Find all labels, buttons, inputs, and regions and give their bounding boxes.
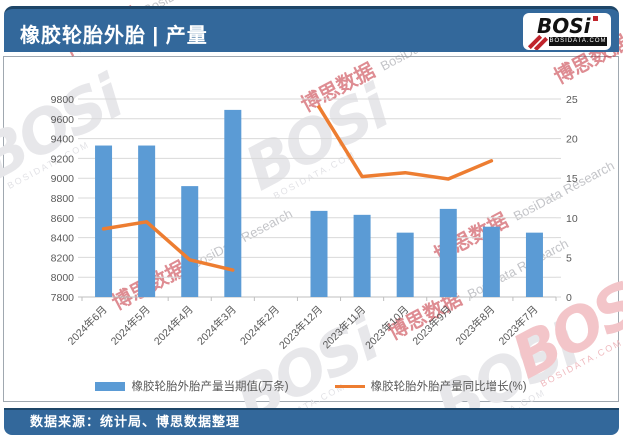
bosi-logo-text: BOSi bbox=[537, 14, 591, 38]
svg-text:0: 0 bbox=[566, 292, 572, 304]
svg-text:9400: 9400 bbox=[51, 134, 75, 146]
bosi-logo-domain: BOSIDATA.COM bbox=[549, 37, 607, 46]
svg-text:8800: 8800 bbox=[51, 193, 75, 205]
svg-text:7800: 7800 bbox=[51, 292, 75, 304]
bar bbox=[525, 232, 543, 297]
bar bbox=[439, 208, 457, 297]
svg-text:2023年8月: 2023年8月 bbox=[453, 303, 498, 348]
svg-text:2024年2月: 2024年2月 bbox=[237, 303, 282, 348]
bar bbox=[396, 232, 414, 297]
bar-series-swatch-icon bbox=[95, 381, 126, 391]
bar-series-label: 橡胶轮胎外胎产量当期值(万条) bbox=[131, 381, 289, 393]
right-axis-labels: 0 5 10 15 20 25 bbox=[556, 94, 578, 304]
svg-text:20: 20 bbox=[566, 134, 578, 146]
svg-text:9800: 9800 bbox=[51, 94, 75, 106]
data-source-text: 数据来源：统计局、博思数据整理 bbox=[30, 414, 241, 429]
bars bbox=[95, 109, 543, 297]
page-title: 橡胶轮胎外胎 | 产量 bbox=[20, 25, 208, 47]
svg-text:8600: 8600 bbox=[51, 213, 75, 225]
svg-text:2023年12月: 2023年12月 bbox=[276, 303, 325, 352]
header-bar: 橡胶轮胎外胎 | 产量 BOSi BOSIDATA.COM bbox=[4, 6, 619, 52]
svg-text:2023年10月: 2023年10月 bbox=[362, 303, 411, 352]
legend-item-line-series: 橡胶轮胎外胎产量同比增长(%) bbox=[334, 378, 527, 394]
production-chart: 7800 8000 8200 8400 8600 8800 9000 9200 9400 9600… bbox=[51, 94, 578, 352]
svg-text:8400: 8400 bbox=[51, 233, 75, 245]
legend: 橡胶轮胎外胎产量当期值(万条) 橡胶轮胎外胎产量同比增长(%) bbox=[4, 378, 618, 394]
bar bbox=[95, 145, 113, 297]
svg-text:25: 25 bbox=[566, 94, 578, 106]
bar bbox=[181, 186, 199, 297]
bar bbox=[482, 226, 500, 297]
x-axis-labels: 2024年6月 2024年5月 2024年4月 2024年3月 2024年2月2023年… bbox=[65, 303, 541, 352]
svg-text:2023年11月: 2023年11月 bbox=[320, 303, 368, 351]
svg-text:2023年7月: 2023年7月 bbox=[496, 303, 541, 348]
bosi-logo: BOSi BOSIDATA.COM bbox=[523, 13, 611, 50]
svg-text:10: 10 bbox=[566, 213, 578, 225]
svg-text:9000: 9000 bbox=[51, 173, 75, 185]
footer-bar: 数据来源：统计局、博思数据整理 bbox=[4, 408, 619, 435]
svg-text:5: 5 bbox=[566, 252, 572, 264]
bar bbox=[224, 109, 242, 297]
chart-panel: 7800 8000 8200 8400 8600 8800 9000 9200 9400 9600… bbox=[3, 56, 619, 402]
svg-text:15: 15 bbox=[566, 173, 578, 185]
svg-text:2023年9月: 2023年9月 bbox=[410, 303, 455, 348]
line-series-label: 橡胶轮胎外胎产量同比增长(%) bbox=[370, 381, 527, 393]
svg-text:2024年6月: 2024年6月 bbox=[65, 303, 110, 348]
bar bbox=[353, 214, 371, 297]
left-axis-labels: 7800 8000 8200 8400 8600 8800 9000 9200 9400 9600… bbox=[51, 94, 75, 304]
x-axis bbox=[78, 296, 557, 301]
bar bbox=[310, 210, 328, 297]
trend-line bbox=[101, 105, 494, 272]
legend-item-bar-series: 橡胶轮胎外胎产量当期值(万条) bbox=[95, 378, 289, 394]
svg-text:2024年3月: 2024年3月 bbox=[194, 303, 239, 348]
svg-text:8000: 8000 bbox=[51, 272, 75, 284]
svg-text:2024年4月: 2024年4月 bbox=[151, 303, 196, 348]
logo-red-dot-icon bbox=[593, 16, 598, 21]
svg-text:9200: 9200 bbox=[51, 153, 75, 165]
svg-text:8200: 8200 bbox=[51, 252, 75, 264]
svg-text:2024年5月: 2024年5月 bbox=[108, 303, 153, 348]
svg-text:9600: 9600 bbox=[51, 114, 75, 126]
line-series-swatch-icon bbox=[334, 384, 365, 388]
